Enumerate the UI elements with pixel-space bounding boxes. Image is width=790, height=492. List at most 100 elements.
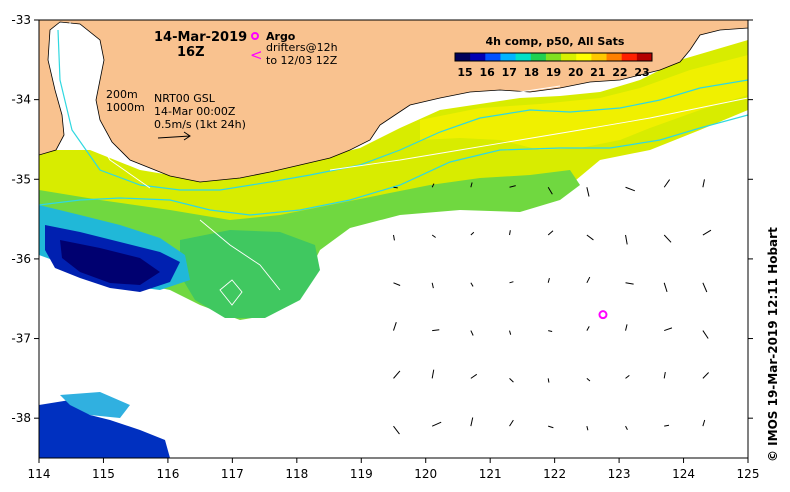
current-arrow [393,234,395,241]
current-arrow [664,327,673,332]
current-arrow [393,322,397,331]
plot-frame [38,19,749,459]
current-arrow [625,234,628,245]
colorbar-swatch [485,53,501,61]
drifter-line1: drifters@12h [266,41,338,54]
current-arrow [393,282,401,286]
argo-float-marker [598,310,608,320]
colorbar-tick-label: 21 [590,66,605,79]
current-arrow [625,186,636,192]
current-arrow [470,282,474,287]
current-arrow [702,372,709,379]
current-arrow [393,370,401,379]
isobath-label-200m: 200m [106,88,138,101]
current-arrow [470,417,474,427]
colorbar-swatch [561,53,577,61]
colorbar-tick-label: 15 [457,66,472,79]
x-tick-label: 120 [414,467,437,481]
sst-southwest-cyan [60,392,130,418]
current-arrow [509,185,516,188]
y-axis: -33 -34 -35 -36 -37 -38 [11,13,753,425]
current-arrow [586,187,590,197]
sst-cold-inner [60,240,160,285]
colorbar: 15 16 17 18 19 20 21 22 23 [454,52,653,79]
current-arrow [509,419,514,427]
isobath-1000m [39,114,748,216]
current-arrow [470,231,475,236]
x-axis: 114 115 116 117 118 119 120 121 122 123 124 125 [28,458,760,481]
colorbar-swatch [591,53,608,61]
argo-legend-icon [251,32,259,40]
current-arrow [586,234,594,241]
x-tick-label: 117 [221,467,244,481]
colorbar-tick-label: 22 [612,66,627,79]
current-arrow [625,425,628,430]
y-tick-label: -35 [11,172,31,186]
drifter-line2: to 12/03 12Z [266,54,338,67]
current-source: NRT00 GSL [154,92,216,105]
current-arrow [702,419,706,427]
current-arrow [586,276,591,284]
current-arrow [509,230,511,236]
x-tick-label: 123 [608,467,631,481]
current-time: 14-Mar 00:00Z [154,105,236,118]
colorbar-swatch [530,53,547,61]
colorbar-tick-label: 16 [479,66,495,79]
drifter-icon: < [250,46,263,64]
current-arrow [547,230,554,236]
current-arrow [431,369,435,379]
current-arrow [393,425,400,435]
current-arrow [702,330,709,339]
isobath-label-1000m: 1000m [106,101,145,114]
current-scale: 0.5m/s (1kt 24h) [154,118,246,131]
isobath-200m [57,29,748,191]
current-arrow [470,182,473,188]
colorbar-tick-label: 23 [634,66,649,79]
y-tick-label: -37 [11,332,31,346]
current-arrow [663,371,666,379]
current-arrow [548,425,554,429]
colorbar-tick-label: 18 [524,66,539,79]
x-tick-label: 124 [672,467,695,481]
current-arrow [470,330,474,336]
x-tick-label: 121 [479,467,502,481]
scale-arrow [157,131,191,141]
current-arrow [663,234,672,243]
current-arrow [509,330,512,335]
current-arrow [431,421,442,427]
current-arrow [625,282,634,285]
map-date: 14-Mar-2019 [154,30,247,45]
current-arrow [509,378,514,383]
current-arrow [586,326,590,331]
current-arrow [548,330,553,332]
colorbar-swatch [470,53,486,61]
colorbar-swatch [606,53,623,61]
credit-text: © IMOS 19-Mar-2019 12:11 Hobart [766,227,780,462]
x-tick-label: 122 [543,467,566,481]
colorbar-frame [454,52,653,62]
current-arrow [547,277,550,283]
colorbar-swatch [500,53,517,61]
colorbar-swatch [545,53,562,61]
temperature-contours [69,21,748,306]
current-arrow [702,282,708,293]
current-arrow [702,179,705,188]
current-arrow [663,282,668,293]
colorbar-title: 4h comp, p50, All Sats [486,35,625,48]
x-tick-label: 125 [737,467,760,481]
current-arrow [431,183,435,188]
current-arrow [663,179,671,188]
current-arrow [431,234,436,238]
colorbar-swatch [636,53,653,61]
y-tick-label: -38 [11,411,31,425]
map-hour: 16Z [177,45,205,60]
current-arrow [547,186,553,195]
colorbar-swatch [515,53,532,61]
sst-yellow-band [420,55,748,150]
argo-label: Argo [266,30,296,43]
current-arrow [393,186,398,189]
current-arrow [509,281,514,284]
y-tick-label: -33 [11,13,31,27]
colorbar-tick-label: 17 [502,66,517,79]
